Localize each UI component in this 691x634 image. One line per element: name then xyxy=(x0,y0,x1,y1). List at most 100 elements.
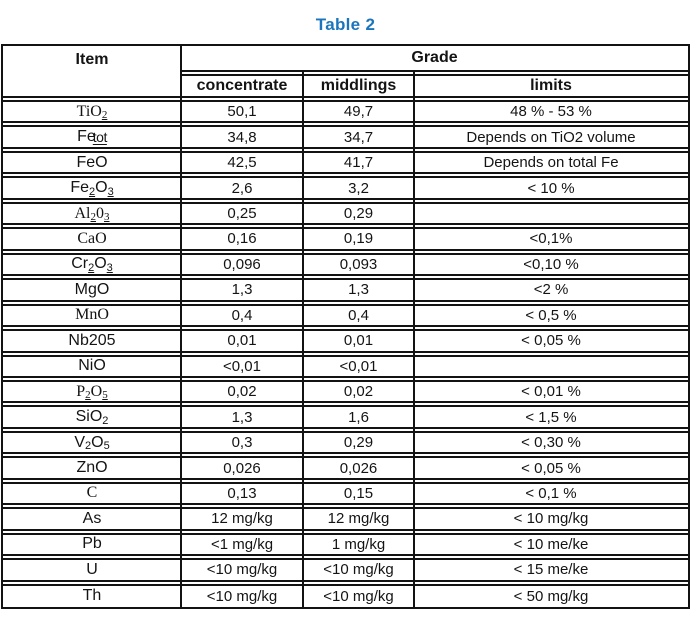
item-cell: Fe tot xyxy=(3,125,181,149)
item-text-segment: O xyxy=(94,255,107,273)
item-text-segment: 2 xyxy=(101,109,108,122)
item-text-segment: Cr xyxy=(71,255,89,273)
column-divider-concentrate xyxy=(302,72,304,607)
middlings-cell: 34,7 xyxy=(303,125,414,149)
item-text-segment: U xyxy=(86,560,98,578)
item-text-segment: MgO xyxy=(74,280,110,298)
middlings-cell: 49,7 xyxy=(303,100,414,124)
item-text-segment: 2 xyxy=(102,414,109,427)
middlings-cell: 0,02 xyxy=(303,379,414,404)
item-cell: As xyxy=(3,507,181,531)
concentrate-cell: 0,3 xyxy=(181,430,303,455)
item-text-segment: 3 xyxy=(107,185,114,198)
limits-cell: < 50 mg/kg xyxy=(414,583,688,607)
item-text-segment: O xyxy=(91,433,104,451)
limits-cell: <0,10 % xyxy=(414,252,688,277)
concentrate-cell: 0,16 xyxy=(181,227,303,251)
concentrate-cell: 1,3 xyxy=(181,278,303,302)
limits-cell: < 0,1 % xyxy=(414,481,688,506)
header-concentrate: concentrate xyxy=(181,74,303,98)
limits-cell: < 10 mg/kg xyxy=(414,507,688,531)
concentrate-cell: 42,5 xyxy=(181,150,303,175)
middlings-cell: <0,01 xyxy=(303,354,414,378)
item-text-segment: NiO xyxy=(78,357,106,375)
item-cell: Cr 2 O 3 xyxy=(3,252,181,277)
item-text-segment: FeO xyxy=(76,153,108,171)
header-middlings: middlings xyxy=(303,74,414,98)
concentrate-cell: <0,01 xyxy=(181,354,303,378)
middlings-cell: 1,6 xyxy=(303,405,414,429)
item-cell: ZnO xyxy=(3,456,181,480)
header-grade: Grade xyxy=(181,46,688,72)
item-text-segment: C xyxy=(86,484,98,502)
limits-cell xyxy=(414,354,688,378)
middlings-cell: 0,29 xyxy=(303,201,414,226)
item-cell: CaO xyxy=(3,227,181,251)
concentrate-cell: 0,02 xyxy=(181,379,303,404)
concentrate-cell: 2,6 xyxy=(181,176,303,200)
item-text-segment: Fe xyxy=(70,179,89,197)
limits-cell: < 1,5 % xyxy=(414,405,688,429)
limits-cell: < 0,05 % xyxy=(414,329,688,353)
concentrate-cell: 0,096 xyxy=(181,252,303,277)
concentrate-cell: 12 mg/kg xyxy=(181,507,303,531)
item-cell: Pb xyxy=(3,532,181,557)
item-cell: Al 2 0 3 xyxy=(3,201,181,226)
item-cell: SiO 2 xyxy=(3,405,181,429)
item-cell: FeO xyxy=(3,150,181,175)
middlings-cell: 0,093 xyxy=(303,252,414,277)
grade-table: Item Grade concentrate middlings limits … xyxy=(1,44,690,609)
concentrate-cell: 0,4 xyxy=(181,303,303,328)
header-item: Item xyxy=(3,46,181,98)
middlings-cell: 0,026 xyxy=(303,456,414,480)
middlings-cell: <10 mg/kg xyxy=(303,558,414,582)
item-text-segment: 3 xyxy=(106,261,113,274)
middlings-cell: <10 mg/kg xyxy=(303,583,414,607)
item-text-segment: Nb205 xyxy=(68,331,116,349)
item-text-segment: MnO xyxy=(75,306,109,324)
limits-cell: < 0,30 % xyxy=(414,430,688,455)
column-divider-item xyxy=(180,46,182,607)
item-cell: Th xyxy=(3,583,181,607)
column-divider-middlings xyxy=(413,72,415,607)
middlings-cell: 0,15 xyxy=(303,481,414,506)
concentrate-cell: 50,1 xyxy=(181,100,303,124)
item-cell: NiO xyxy=(3,354,181,378)
item-text-segment: SiO xyxy=(75,408,103,426)
item-cell: MgO xyxy=(3,278,181,302)
table-title: Table 2 xyxy=(315,15,376,34)
item-text-segment: 5 xyxy=(103,440,110,453)
item-text-segment: 2 xyxy=(85,389,91,402)
item-text-segment: O xyxy=(90,382,103,400)
limits-cell: < 10 % xyxy=(414,176,688,200)
item-text-segment: As xyxy=(82,509,102,527)
item-cell: C xyxy=(3,481,181,506)
concentrate-cell: 0,026 xyxy=(181,456,303,480)
item-text-segment: 2 xyxy=(84,440,92,453)
middlings-cell: 12 mg/kg xyxy=(303,507,414,531)
limits-cell: <2 % xyxy=(414,278,688,302)
middlings-cell: 0,19 xyxy=(303,227,414,251)
item-text-segment: V xyxy=(74,433,85,451)
concentrate-cell: 1,3 xyxy=(181,405,303,429)
limits-cell xyxy=(414,201,688,226)
item-cell: U xyxy=(3,558,181,582)
middlings-cell: 0,4 xyxy=(303,303,414,328)
item-text-segment: Pb xyxy=(82,535,102,553)
concentrate-cell: 0,25 xyxy=(181,201,303,226)
concentrate-cell: <10 mg/kg xyxy=(181,583,303,607)
limits-cell: 48 % - 53 % xyxy=(414,100,688,124)
limits-cell: Depends on TiO2 volume xyxy=(414,125,688,149)
item-text-segment: tot xyxy=(92,129,108,146)
middlings-cell: 1 mg/kg xyxy=(303,532,414,557)
item-cell: Fe 2 O 3 xyxy=(3,176,181,200)
item-text-segment: CaO xyxy=(77,229,107,247)
limits-cell: < 0,5 % xyxy=(414,303,688,328)
limits-cell: < 0,01 % xyxy=(414,379,688,404)
item-cell: TiO 2 xyxy=(3,100,181,124)
item-text-segment: Th xyxy=(82,587,102,605)
limits-cell: <0,1% xyxy=(414,227,688,251)
